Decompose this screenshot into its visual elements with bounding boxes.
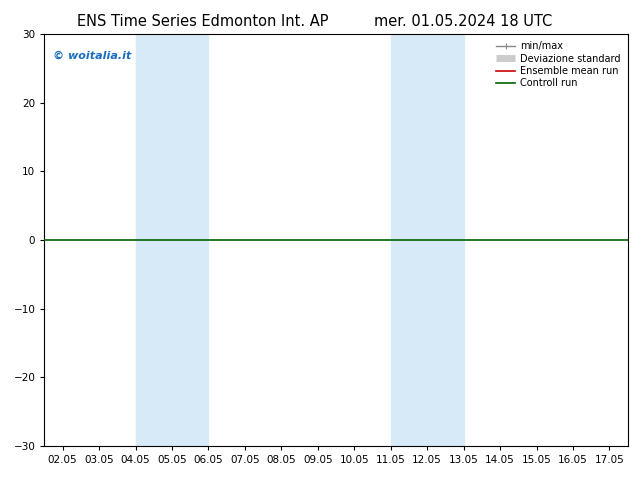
Text: © woitalia.it: © woitalia.it <box>53 51 131 61</box>
Bar <box>391 34 463 446</box>
Legend: min/max, Deviazione standard, Ensemble mean run, Controll run: min/max, Deviazione standard, Ensemble m… <box>494 39 623 90</box>
Text: ENS Time Series Edmonton Int. AP: ENS Time Series Edmonton Int. AP <box>77 14 328 29</box>
Text: mer. 01.05.2024 18 UTC: mer. 01.05.2024 18 UTC <box>373 14 552 29</box>
Bar <box>136 34 209 446</box>
